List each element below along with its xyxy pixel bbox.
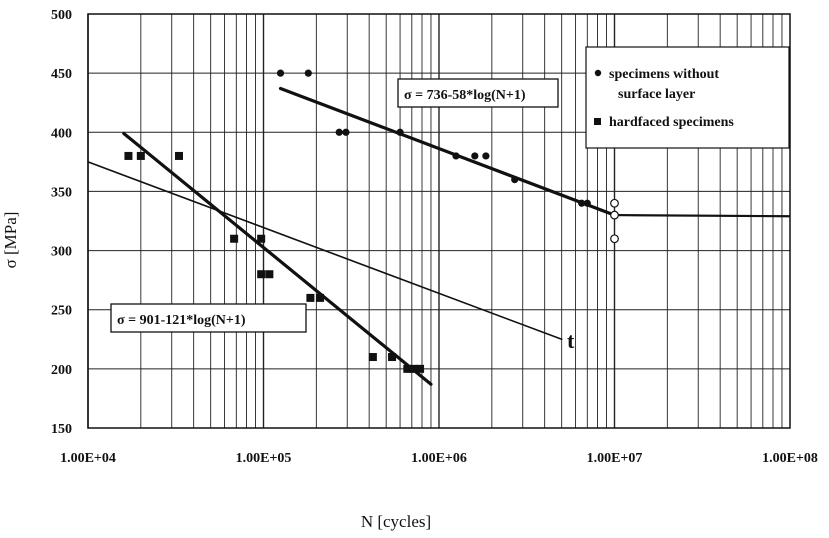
equation-1-text: σ = 736-58*log(N+1) [404, 88, 526, 103]
data-point-square [124, 151, 133, 160]
annotation-t: t [567, 328, 575, 353]
data-point-square [416, 364, 425, 373]
data-point-square [368, 353, 377, 362]
runout-point [610, 234, 619, 244]
data-point-circle [583, 199, 591, 207]
data-point-circle [452, 152, 460, 160]
y-tick-label: 500 [51, 8, 72, 23]
data-point-square [409, 364, 418, 373]
data-point-circle [304, 69, 312, 77]
data-point-circle [511, 176, 519, 184]
data-point-square [174, 151, 183, 160]
x-tick-label: 1.00E+05 [236, 451, 292, 466]
tick-labels: 150 200 250 300 350 400 450 500 1.00E+04 1.00E+05… [51, 8, 818, 466]
legend: specimens without surface layer hardface… [585, 46, 790, 149]
legend-series-2-label: hardfaced specimens [609, 115, 734, 130]
data-point-circle [578, 199, 586, 207]
fit-line [122, 131, 433, 386]
x-tick-label: 1.00E+07 [587, 451, 643, 466]
data-point-square [136, 151, 145, 160]
legend-circle-marker [594, 69, 602, 77]
y-tick-label: 450 [51, 67, 72, 82]
data-point-square [388, 353, 397, 362]
data-point-square [257, 234, 266, 243]
data-point-square [265, 270, 274, 279]
data-point-square [316, 293, 325, 302]
equation-label-2: σ = 901-121*log(N+1) [110, 303, 307, 333]
legend-square-marker [594, 118, 601, 125]
fit-lines [87, 86, 791, 386]
fit-line [87, 161, 563, 341]
legend-series-1-line-2: surface layer [618, 87, 695, 102]
data-point-square [257, 270, 266, 279]
data-points [124, 69, 619, 373]
y-tick-label: 200 [51, 363, 72, 378]
fit-line [278, 86, 617, 217]
runout-point [610, 198, 619, 208]
y-tick-label: 400 [51, 126, 72, 141]
equation-2-text: σ = 901-121*log(N+1) [117, 313, 246, 328]
data-point-circle [276, 69, 285, 77]
data-point-circle [335, 128, 343, 136]
plot-frame [87, 13, 791, 429]
grid [87, 13, 791, 429]
y-axis-title: σ [MPa] [1, 212, 20, 269]
y-tick-label: 350 [51, 185, 72, 200]
x-tick-label: 1.00E+04 [60, 451, 116, 466]
data-point-circle [471, 152, 479, 160]
runout-point [610, 210, 619, 220]
data-point-circle [482, 152, 490, 160]
x-tick-label: 1.00E+08 [762, 451, 818, 466]
data-point-circle [396, 128, 404, 136]
y-tick-label: 300 [51, 245, 72, 260]
data-point-square [306, 293, 315, 302]
data-point-circle [342, 128, 350, 136]
x-axis-title: N [cycles] [361, 512, 431, 531]
equation-label-1: σ = 736-58*log(N+1) [397, 78, 559, 108]
x-tick-label: 1.00E+06 [411, 451, 467, 466]
legend-series-1-line-1: specimens without [609, 67, 719, 82]
y-tick-label: 250 [51, 304, 72, 319]
data-point-square [403, 364, 412, 373]
y-tick-label: 150 [51, 422, 72, 437]
runout-line [614, 213, 791, 218]
data-point-square [230, 234, 239, 243]
